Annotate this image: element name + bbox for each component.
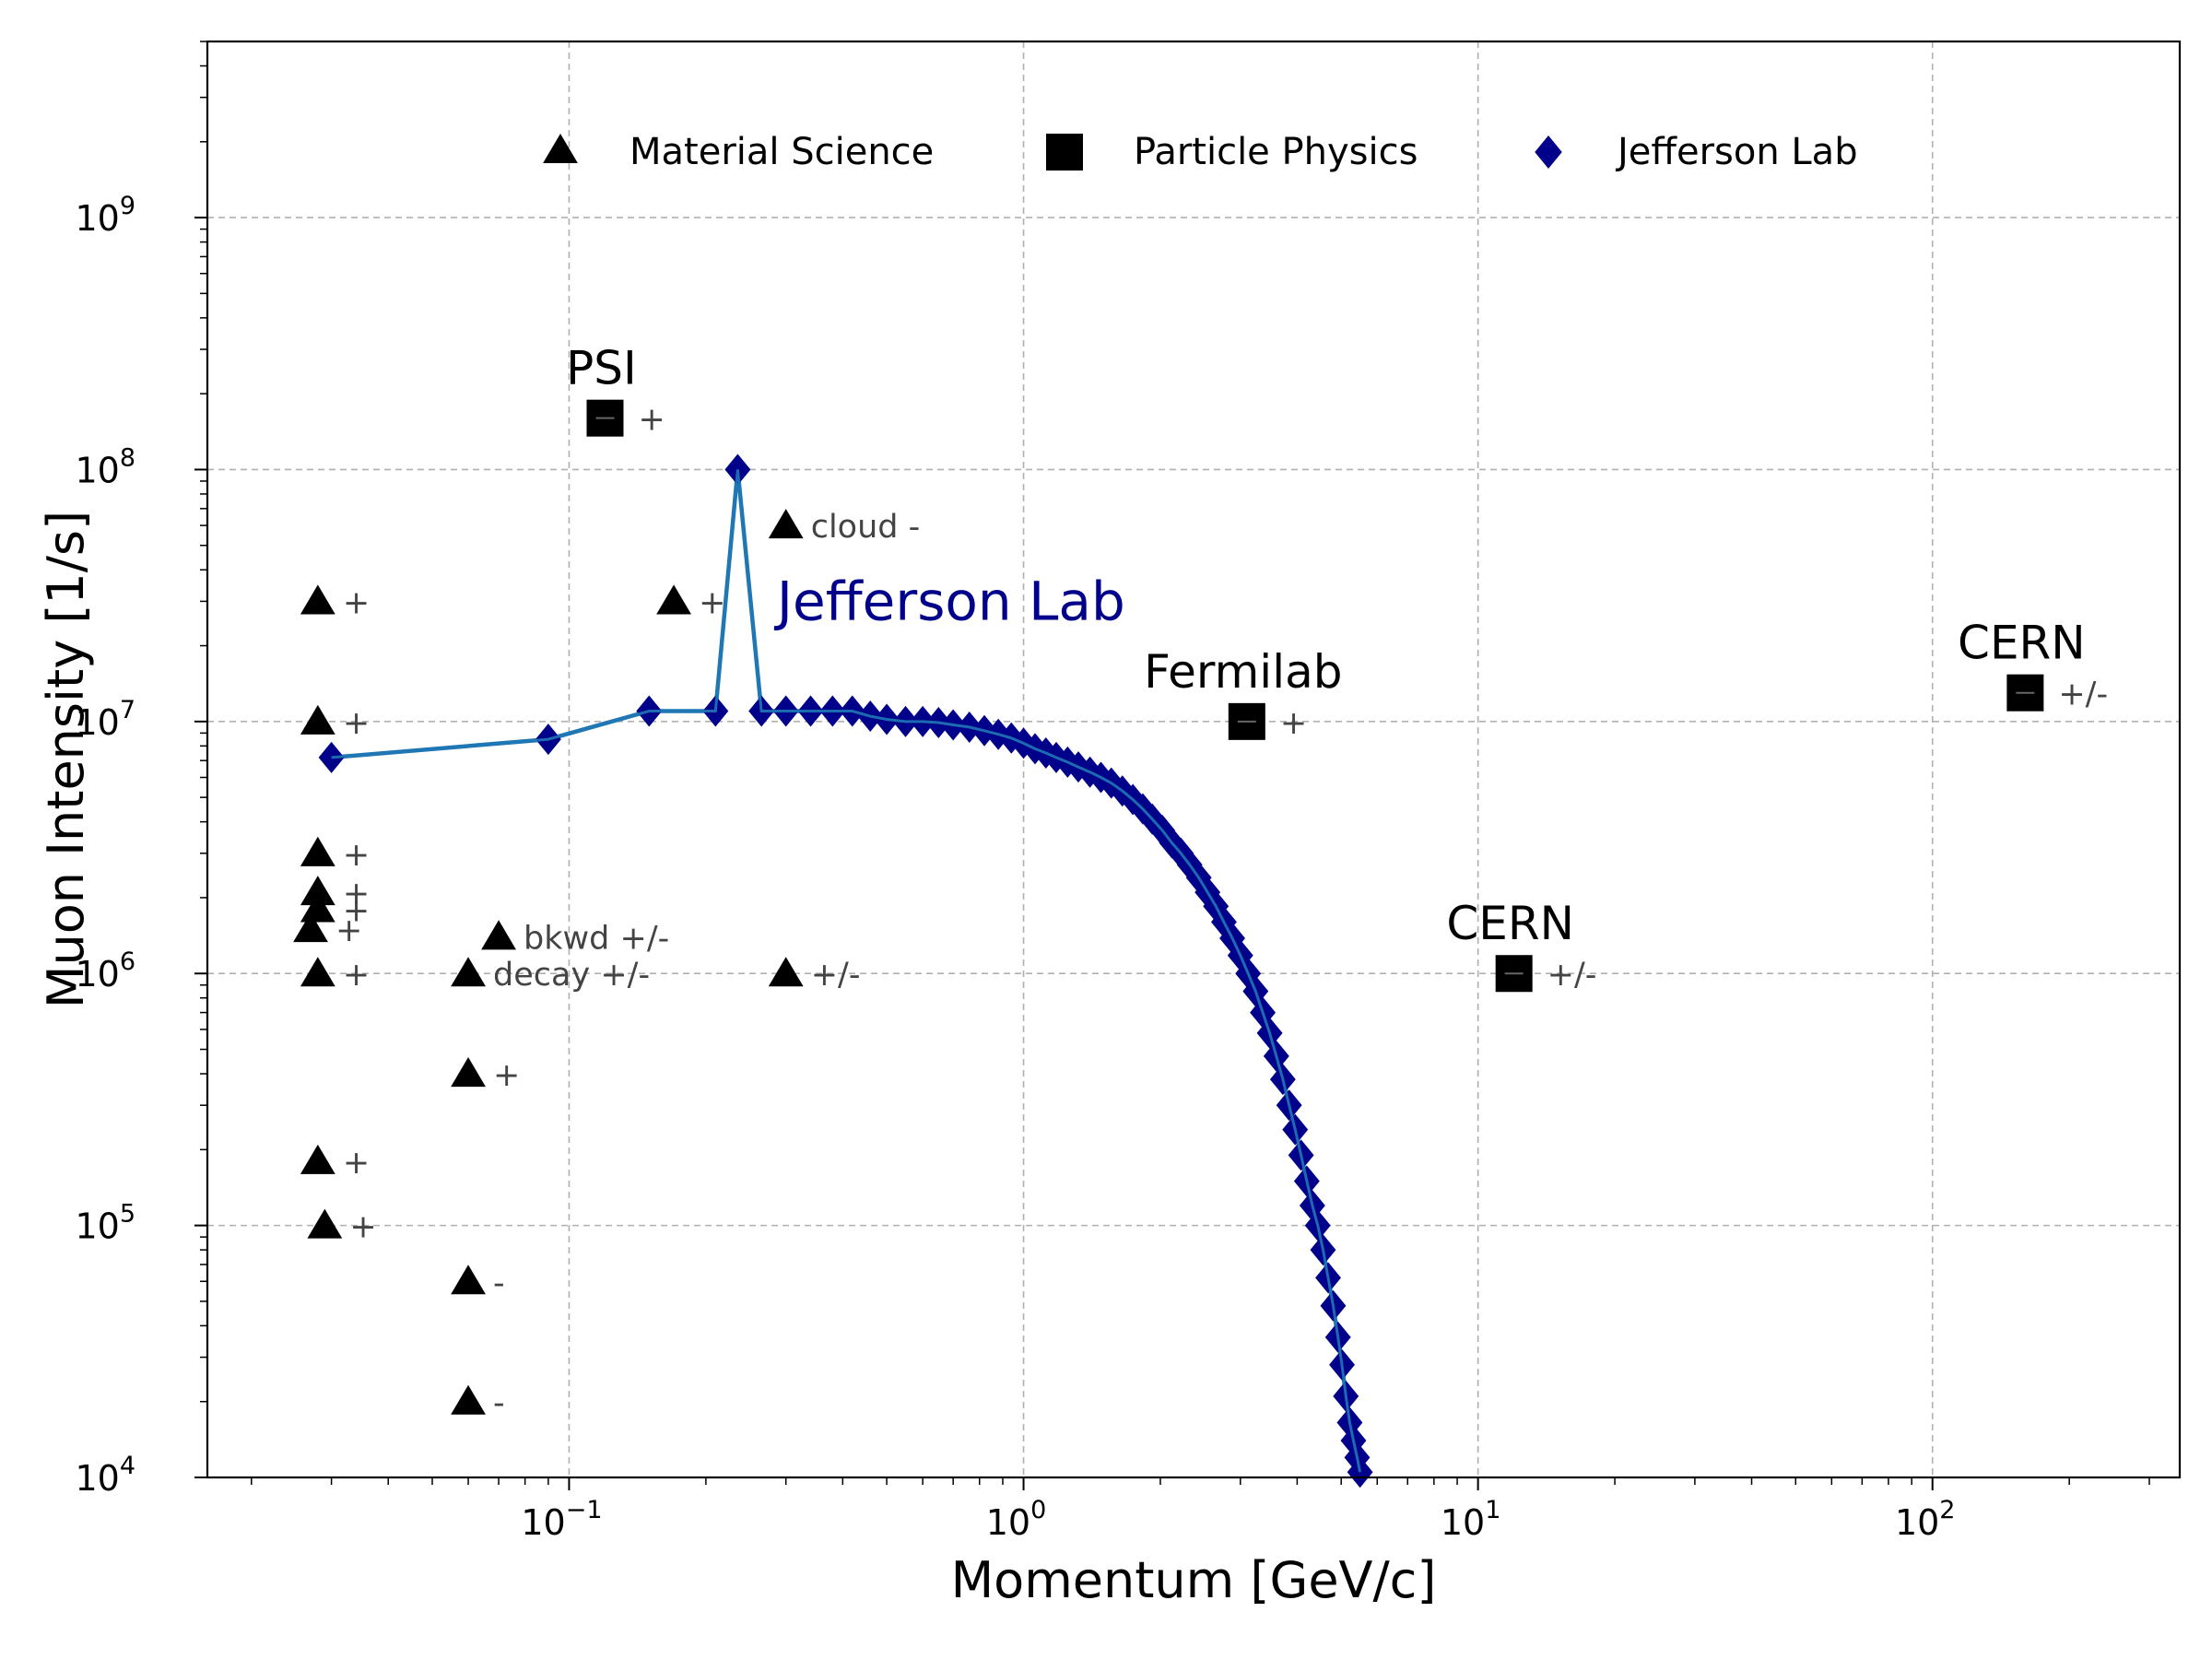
facility-label: PSI	[566, 342, 637, 395]
material-science-point	[481, 920, 516, 950]
material-science-point	[300, 704, 335, 735]
material-science-point	[300, 876, 335, 906]
point-charge-label: bkwd +/-	[524, 920, 669, 957]
legend-label: Jefferson Lab	[1615, 131, 1858, 173]
point-charge-label: +/-	[811, 957, 861, 994]
material-science-point	[300, 836, 335, 866]
x-tick-label: 102	[1895, 1496, 1956, 1543]
jefferson-lab-point	[1347, 1456, 1373, 1488]
minor-ticks	[200, 41, 2150, 1485]
jefferson-lab-annotation: Jefferson Lab	[774, 570, 1125, 632]
point-charge-label: -	[493, 1385, 505, 1422]
grid-lines	[207, 41, 2180, 1478]
point-charge-label: +	[493, 1057, 520, 1094]
point-charge-label: +	[343, 876, 370, 912]
legend-label: Material Science	[629, 131, 934, 173]
material-science-point	[300, 957, 335, 987]
legend-square-icon	[1046, 134, 1083, 171]
legend: Material Science Particle Physics Jefferso…	[543, 131, 1858, 173]
facility-label: CERN	[1446, 897, 1574, 950]
facility-label: CERN	[1958, 617, 2086, 670]
x-axis-label: Momentum [GeV/c]	[951, 1551, 1437, 1609]
point-charge-label: +	[343, 705, 370, 742]
legend-triangle-icon	[543, 134, 578, 164]
facility-label: Fermilab	[1144, 645, 1342, 699]
x-axis-ticks: 10−1 100 101 102	[521, 1477, 1955, 1543]
y-tick-label: 109	[75, 192, 135, 239]
material-science-point	[768, 957, 804, 987]
point-charge-label: +	[335, 912, 362, 949]
x-tick-label: 10−1	[521, 1496, 602, 1543]
material-science-point	[307, 1208, 343, 1239]
material-science-point	[293, 912, 328, 943]
material-science-point	[768, 509, 804, 539]
plot-frame	[206, 40, 2182, 1479]
y-tick-label: 107	[75, 696, 135, 743]
point-charge-label: +	[349, 1209, 376, 1246]
y-tick-label: 106	[75, 947, 135, 994]
point-charge-label: decay +/-	[493, 957, 650, 994]
material-science-point	[300, 1144, 335, 1174]
point-charge-label: +/-	[1547, 957, 1597, 994]
material-science-point	[451, 957, 486, 987]
material-science-point	[451, 1384, 486, 1415]
material-science-point	[300, 584, 335, 615]
point-annotations: +++++++++decay +/-bkwd +/-+--+cloud -+/-…	[335, 342, 2108, 1422]
point-charge-label: +	[699, 584, 725, 621]
point-charge-label: +	[343, 1145, 370, 1182]
point-charge-label: +	[343, 584, 370, 621]
point-charge-label: cloud -	[811, 509, 921, 546]
point-charge-label: +/-	[2058, 677, 2108, 713]
x-tick-label: 101	[1441, 1496, 1501, 1543]
point-charge-label: +	[343, 892, 370, 929]
point-charge-label: +	[343, 837, 370, 874]
point-charge-label: +	[638, 402, 665, 439]
legend-label: Particle Physics	[1134, 131, 1418, 173]
point-charge-label: -	[493, 1265, 505, 1301]
x-tick-label: 100	[986, 1496, 1047, 1543]
material-science-point	[451, 1265, 486, 1295]
point-charge-label: +	[1280, 705, 1307, 742]
y-tick-label: 108	[75, 443, 135, 490]
y-tick-label: 104	[75, 1452, 135, 1499]
y-axis-ticks: 104 105 106 107 108 109	[75, 192, 207, 1499]
jefferson-lab-overlay-line	[331, 469, 1362, 1473]
y-axis-label: Muon Intensity [1/s]	[37, 511, 95, 1008]
y-tick-label: 105	[75, 1200, 135, 1247]
material-science-point	[451, 1057, 486, 1088]
material-science-point	[300, 892, 335, 923]
material-science-point	[656, 584, 691, 615]
legend-diamond-icon	[1535, 135, 1562, 169]
point-charge-label: +	[343, 957, 370, 994]
data-markers	[293, 399, 2044, 1488]
